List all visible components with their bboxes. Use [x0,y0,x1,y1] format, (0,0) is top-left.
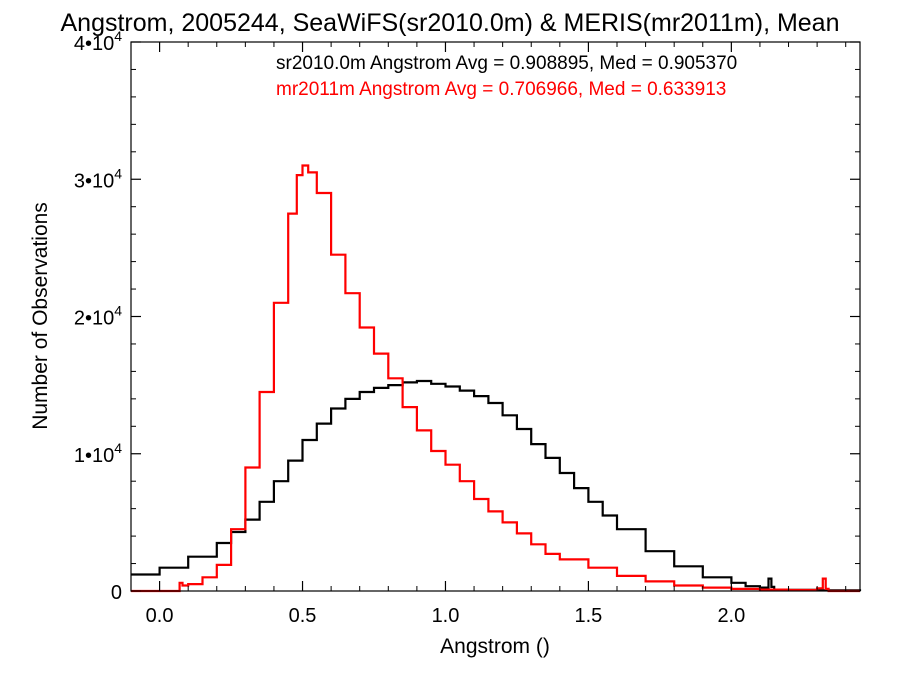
x-axis-ticks: 0.0 0.5 1.0 1.5 2.0 [130,42,847,627]
legend-entry-mr2011: mr2011m Angstrom Avg = 0.706966, Med = 0… [276,79,726,100]
x-axis-label: Angstrom () [440,635,550,658]
series-line-sr2010.0m [131,379,862,592]
plot-frame [130,41,861,592]
y-tick-label: 4•104 [74,28,122,55]
chart-title: Angstrom, 2005244, SeaWiFS(sr2010.0m) & … [61,9,840,37]
y-axis-label: Number of Observations [29,202,52,430]
series-line-mr2011m [131,164,860,593]
y-tick-label: 0 [111,582,122,604]
x-tick-label: 0.0 [146,605,174,627]
y-tick-label: 1•104 [74,440,122,467]
x-tick-label: 1.0 [432,605,460,627]
legend-entry-sr2010: sr2010.0m Angstrom Avg = 0.908895, Med =… [276,53,737,74]
x-tick-label: 1.5 [575,605,603,627]
x-tick-label: 0.5 [289,605,317,627]
y-axis-ticks: 0 1•104 2•104 3•104 4•104 [74,28,860,604]
x-tick-label: 2.0 [717,605,745,627]
series-layer [131,164,862,593]
y-tick-label: 3•104 [74,165,122,192]
y-tick-label: 2•104 [74,303,122,330]
